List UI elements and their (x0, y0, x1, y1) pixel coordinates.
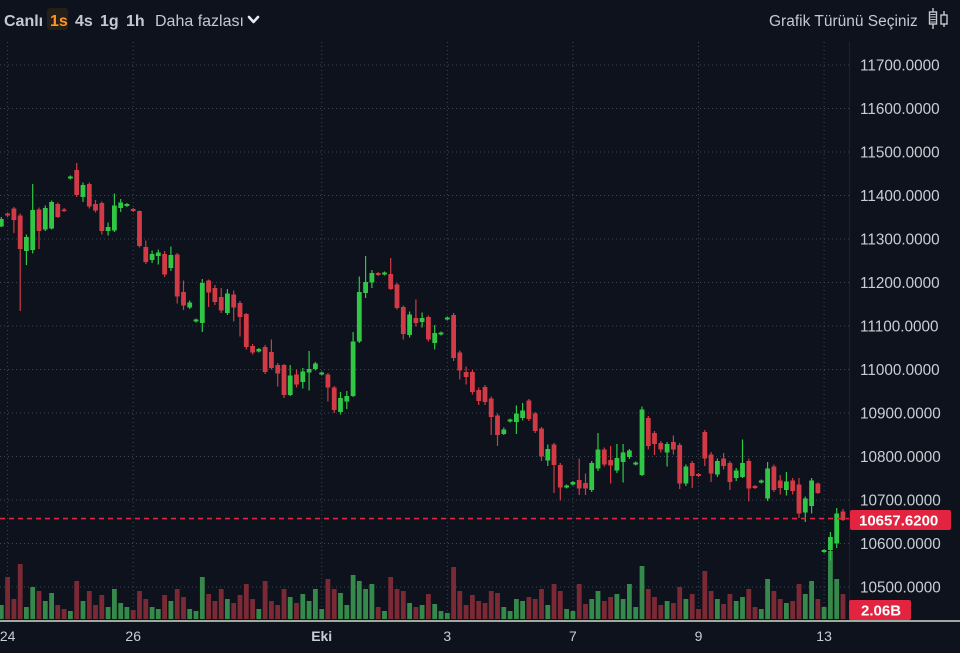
svg-text:13: 13 (816, 628, 832, 644)
svg-text:10500.0000: 10500.0000 (860, 580, 941, 597)
svg-text:Daha fazlası: Daha fazlası (155, 13, 244, 30)
svg-text:11700.0000: 11700.0000 (860, 58, 940, 75)
svg-text:11400.0000: 11400.0000 (860, 188, 940, 205)
svg-text:4s: 4s (75, 13, 93, 30)
svg-text:11100.0000: 11100.0000 (860, 319, 939, 336)
svg-text:24: 24 (0, 628, 16, 644)
svg-text:26: 26 (125, 628, 141, 644)
svg-text:11300.0000: 11300.0000 (860, 232, 940, 249)
svg-text:10900.0000: 10900.0000 (860, 406, 941, 423)
svg-text:Eki: Eki (311, 628, 332, 644)
svg-text:9: 9 (695, 628, 703, 644)
svg-text:11000.0000: 11000.0000 (860, 362, 940, 379)
svg-text:11600.0000: 11600.0000 (860, 101, 940, 118)
svg-text:Grafik Türünü Seçiniz: Grafik Türünü Seçiniz (769, 13, 918, 30)
svg-text:2.06B: 2.06B (861, 603, 901, 620)
svg-text:11200.0000: 11200.0000 (860, 275, 940, 292)
svg-text:1g: 1g (100, 13, 119, 30)
svg-text:10800.0000: 10800.0000 (860, 449, 941, 466)
svg-text:3: 3 (443, 628, 451, 644)
svg-text:7: 7 (569, 628, 577, 644)
svg-text:Canlı: Canlı (4, 13, 43, 30)
svg-text:1h: 1h (126, 13, 145, 30)
svg-text:11500.0000: 11500.0000 (860, 145, 940, 162)
svg-text:10600.0000: 10600.0000 (860, 536, 941, 553)
svg-text:10700.0000: 10700.0000 (860, 493, 941, 510)
svg-text:1s: 1s (50, 13, 68, 30)
svg-text:10657.6200: 10657.6200 (859, 513, 938, 530)
